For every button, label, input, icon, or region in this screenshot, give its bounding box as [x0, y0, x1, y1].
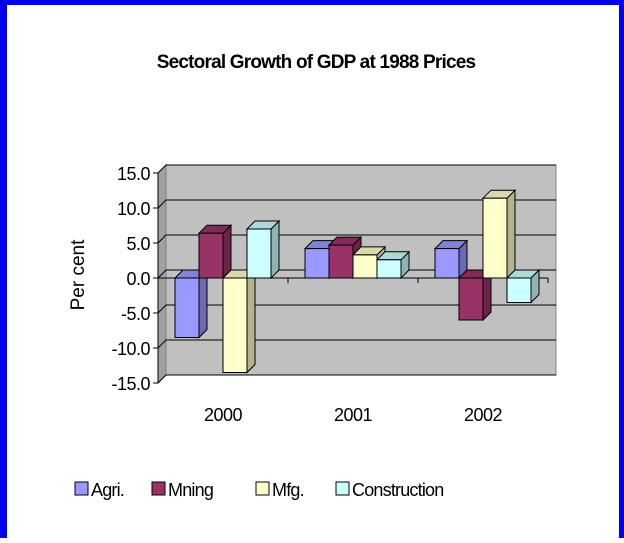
- border-left: [0, 0, 7, 538]
- grid-line: [157, 234, 556, 244]
- grid-line: [157, 374, 556, 384]
- bar: [458, 277, 484, 321]
- border-right: [619, 0, 624, 538]
- bar: [222, 277, 248, 373]
- grid-line: [157, 304, 556, 314]
- y-axis-label: Per cent: [68, 239, 89, 310]
- chart-title: Sectoral Growth of GDP at 1988 Prices: [157, 52, 476, 73]
- y-tick-label: -10.0: [111, 339, 150, 359]
- legend-swatch: [74, 481, 89, 496]
- bar-side: [270, 219, 280, 280]
- x-tick-label: 2001: [334, 405, 373, 425]
- bar: [506, 277, 532, 303]
- y-tick-label: 0.0: [126, 269, 150, 289]
- bar-side: [222, 223, 232, 280]
- bar-side: [198, 268, 208, 339]
- legend-swatch: [255, 481, 270, 496]
- grid-line: [157, 339, 556, 349]
- legend-label: Mning: [168, 480, 213, 500]
- border-top: [0, 0, 624, 5]
- grid-line: [157, 269, 556, 279]
- legend-swatch: [151, 481, 166, 496]
- y-tick-label: -5.0: [121, 304, 151, 324]
- legend-label: Agri.: [91, 480, 124, 500]
- bar-side: [506, 188, 516, 280]
- y-tick-label: 15.0: [117, 164, 151, 184]
- y-tick-label: 10.0: [117, 199, 151, 219]
- bar: [198, 232, 224, 279]
- bar: [434, 248, 460, 279]
- y-tick-label: 5.0: [126, 234, 150, 254]
- bar: [328, 244, 354, 279]
- y-tick-label: -15.0: [111, 374, 150, 394]
- bar: [482, 197, 508, 279]
- legend-label: Construction: [352, 480, 443, 500]
- bar: [352, 254, 378, 279]
- bar: [304, 248, 330, 279]
- grid-line: [157, 199, 556, 209]
- bar: [174, 277, 200, 338]
- legend-swatch: [335, 481, 350, 496]
- bar: [376, 259, 402, 279]
- grid-line: [157, 164, 556, 174]
- x-tick-label: 2002: [464, 405, 503, 425]
- legend-label: Mfg.: [272, 480, 304, 500]
- bar: [246, 228, 272, 279]
- bar-side: [246, 268, 256, 374]
- x-tick-label: 2000: [204, 405, 243, 425]
